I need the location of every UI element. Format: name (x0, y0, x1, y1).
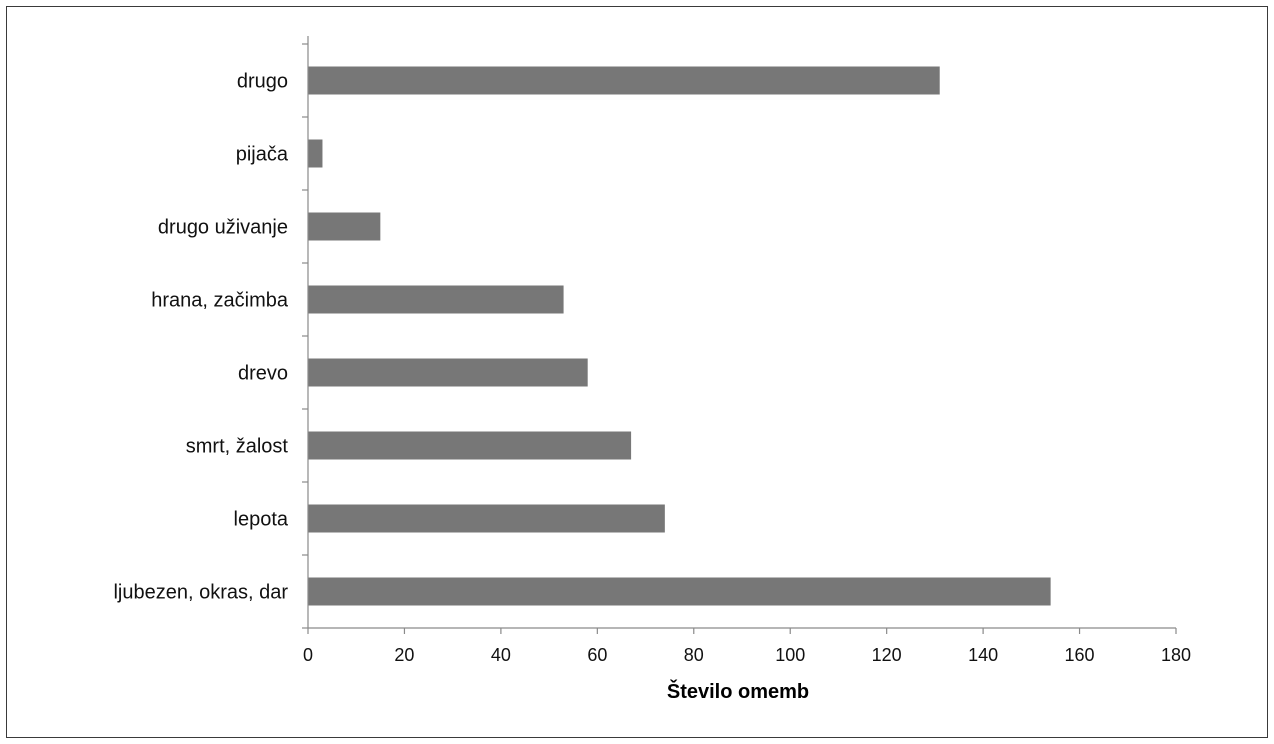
bars-layer (308, 66, 1051, 606)
bar-6 (308, 504, 665, 533)
category-label-4: drevo (238, 363, 288, 385)
category-label-0: drugo (237, 71, 288, 93)
x-tick-label-2: 40 (491, 645, 511, 665)
category-label-2: drugo uživanje (158, 217, 288, 239)
bar-0 (308, 66, 940, 95)
bar-3 (308, 285, 564, 314)
x-tick-label-4: 80 (684, 645, 704, 665)
x-tick-label-9: 180 (1161, 645, 1191, 665)
category-label-6: lepota (234, 509, 289, 531)
x-tick-label-0: 0 (303, 645, 313, 665)
x-tick-label-7: 140 (968, 645, 998, 665)
bar-2 (308, 212, 381, 241)
x-tick-label-5: 100 (775, 645, 805, 665)
category-label-3: hrana, začimba (151, 290, 289, 312)
x-tick-label-3: 60 (587, 645, 607, 665)
category-label-5: smrt, žalost (186, 436, 289, 458)
labels-layer: drugo pijača drugo uživanje hrana, začimba d… (113, 71, 1191, 666)
bar-7 (308, 577, 1051, 606)
bar-4 (308, 358, 588, 387)
x-tick-label-1: 20 (394, 645, 414, 665)
category-label-1: pijača (236, 144, 289, 166)
chart-frame (6, 6, 1268, 738)
x-tick-label-6: 120 (872, 645, 902, 665)
category-label-7: ljubezen, okras, dar (113, 582, 288, 604)
x-axis-title: Število omemb (667, 679, 809, 703)
bar-1 (308, 139, 323, 168)
bar-5 (308, 431, 632, 460)
axes-layer (302, 36, 1177, 634)
x-tick-label-8: 160 (1065, 645, 1095, 665)
